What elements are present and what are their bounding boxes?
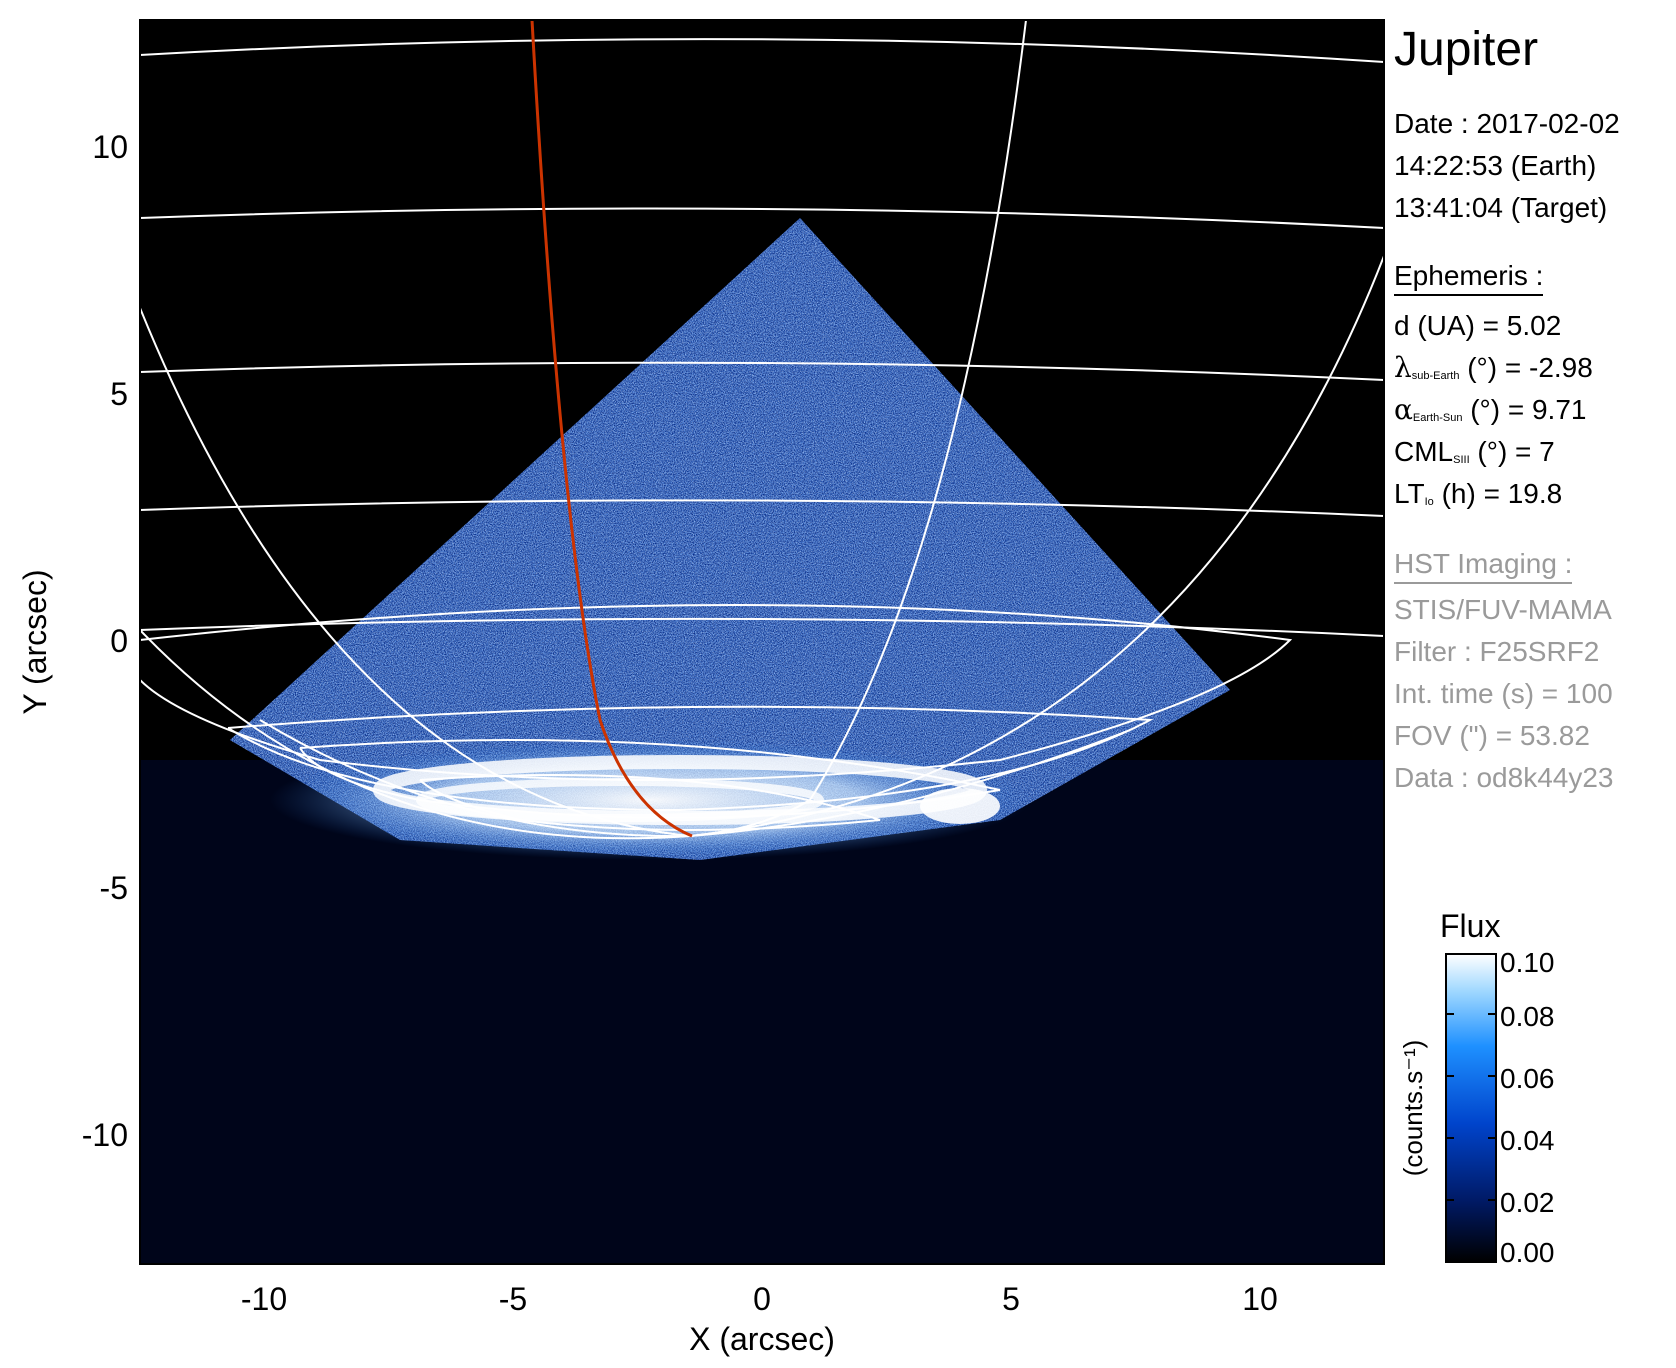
imaging-instrument: STIS/FUV-MAMA <box>1394 594 1612 625</box>
y-axis-label: Y (arcsec) <box>17 569 53 714</box>
phase-subscript: Earth-Sun <box>1412 412 1463 424</box>
colorbar-tick-label: 0.10 <box>1500 947 1555 978</box>
phase-value: (°) = 9.71 <box>1462 394 1587 425</box>
y-tick-label: 0 <box>110 623 128 659</box>
x-tick-label: -5 <box>499 1281 527 1317</box>
earth-time: 14:22:53 (Earth) <box>1394 150 1597 181</box>
x-tick-label: 0 <box>753 1281 771 1317</box>
imaging-fov: FOV (") = 53.82 <box>1394 720 1590 751</box>
y-tick-label: -10 <box>82 1117 128 1153</box>
colorbar-label: (counts.s⁻¹) <box>1398 1040 1428 1177</box>
ephemeris-cml: CMLSIII (°) = 7 <box>1394 438 1555 466</box>
lt-label: LT <box>1394 478 1425 509</box>
colorbar-tick-label: 0.00 <box>1500 1237 1555 1268</box>
plot-frame <box>139 19 1385 1265</box>
imaging-heading: HST Imaging : <box>1394 550 1573 584</box>
imaging-heading-text: HST Imaging : <box>1394 550 1573 584</box>
imaging-data-id: Data : od8k44y23 <box>1394 762 1614 793</box>
obs-date: Date : 2017-02-02 <box>1394 108 1620 139</box>
colorbar-tick-label: 0.08 <box>1500 1001 1555 1032</box>
latitude-subscript: sub-Earth <box>1411 370 1460 382</box>
ephemeris-phase: αEarth-Sun (°) = 9.71 <box>1394 396 1586 424</box>
x-tick-label: -10 <box>241 1281 287 1317</box>
cml-label: CML <box>1394 436 1454 467</box>
latitude-value: (°) = -2.98 <box>1459 352 1593 383</box>
imaging-int-time: Int. time (s) = 100 <box>1394 678 1613 709</box>
colorbar <box>1445 953 1497 1263</box>
lt-value: (h) = 19.8 <box>1433 478 1563 509</box>
io-footprint-meridian <box>530 20 693 838</box>
cml-subscript: SIII <box>1453 454 1470 466</box>
x-axis-label: X (arcsec) <box>689 1321 835 1357</box>
aurora-bright-spot <box>920 788 1000 824</box>
phase-symbol: α <box>1394 393 1413 426</box>
target-time: 13:41:04 (Target) <box>1394 192 1608 223</box>
cml-value: (°) = 7 <box>1469 436 1555 467</box>
colorbar-tick-label: 0.06 <box>1500 1063 1555 1094</box>
ephemeris-distance: d (UA) = 5.02 <box>1394 310 1562 341</box>
ephemeris-heading: Ephemeris : <box>1394 262 1544 296</box>
colorbar-ticks <box>1446 1013 1496 1201</box>
y-tick-label: -5 <box>100 870 128 906</box>
planet-title: Jupiter <box>1394 23 1539 76</box>
colorbar-tick-label: 0.02 <box>1500 1187 1555 1218</box>
colorbar-title: Flux <box>1440 908 1500 944</box>
y-tick-label: 5 <box>110 376 128 412</box>
lt-subscript: Io <box>1424 496 1434 508</box>
x-tick-label: 10 <box>1242 1281 1278 1317</box>
meridian-grid <box>140 20 1384 840</box>
imaging-filter: Filter : F25SRF2 <box>1394 636 1600 667</box>
ephemeris-lt: LTIo (h) = 19.8 <box>1394 480 1562 508</box>
colorbar-tick-label: 0.04 <box>1500 1125 1555 1156</box>
y-tick-label: 10 <box>92 129 128 165</box>
x-tick-label: 5 <box>1002 1281 1020 1317</box>
ephemeris-heading-text: Ephemeris : <box>1394 262 1544 296</box>
detector-wedge-sparkle <box>230 218 1230 860</box>
latitude-symbol: λ <box>1394 351 1412 384</box>
ephemeris-latitude: λsub-Earth (°) = -2.98 <box>1394 354 1593 382</box>
